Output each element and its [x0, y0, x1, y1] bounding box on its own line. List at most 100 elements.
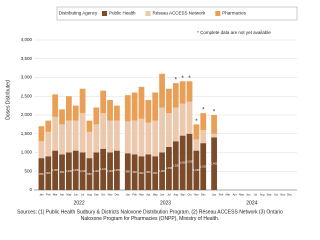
value-label: 850 [39, 172, 44, 176]
x-tick-label: May [66, 193, 72, 197]
value-label: 1,050 [72, 168, 79, 172]
bar-segment [65, 152, 72, 190]
bar-segment [114, 120, 120, 151]
legend-swatch [145, 11, 151, 16]
source: Sources: (1) Public Health Sudbury & Dis… [17, 209, 283, 215]
bar-segment [145, 122, 152, 155]
bar-segment [166, 113, 172, 147]
value-label: 1,500 [186, 160, 193, 164]
x-tick-label: Sep [180, 193, 185, 197]
y-tick-label: 1,000 [21, 150, 33, 155]
value-label: 1,000 [66, 169, 73, 173]
bar-segment [59, 124, 65, 155]
bar-segment [172, 107, 179, 142]
x-tick-label: May [239, 193, 245, 197]
legend-label: Pharmacies [222, 11, 247, 16]
value-label: 1,000 [79, 169, 86, 173]
bar-segment [159, 152, 165, 190]
incomplete-marker: * [181, 76, 184, 82]
bar-segment [159, 73, 165, 108]
y-tick-label: 0 [29, 187, 32, 192]
bar-segment [211, 137, 217, 190]
bar-segment [145, 154, 152, 190]
year-label: 2022 [74, 200, 85, 206]
note: * Complete data are not yet available [197, 30, 271, 35]
value-label: 1,150 [166, 166, 173, 170]
bar-segment [86, 131, 93, 159]
bar-segment [172, 141, 179, 190]
source: Naloxone Program for Pharmacies (ONPP), … [81, 216, 219, 222]
legend-swatch [102, 11, 107, 16]
bar-segment [159, 107, 165, 153]
x-tick-label: Aug [87, 193, 92, 197]
legend-label: Public Health [109, 11, 136, 16]
bar-segment [138, 86, 145, 119]
bar-segment [100, 90, 107, 114]
x-tick-label: Jun [74, 193, 79, 197]
bar-segment [145, 100, 152, 123]
bar-segment [186, 133, 193, 190]
x-tick-label: Feb [46, 193, 51, 197]
bar-segment [200, 113, 207, 130]
legend-label: Réseau ACCESS Network [153, 11, 207, 16]
x-tick-label: Nov [280, 193, 285, 197]
bar-segment [186, 81, 193, 102]
bar-segment [114, 105, 120, 121]
x-tick-label: Oct [274, 193, 278, 197]
bar-segment [79, 113, 86, 153]
bar-segment [152, 156, 159, 190]
bar-segment [52, 116, 59, 151]
x-tick-label: Oct [187, 193, 191, 197]
bar-segment [200, 143, 207, 190]
bar-segment [38, 126, 45, 142]
x-tick-label: Dec [115, 193, 120, 197]
bar-segment [179, 81, 186, 104]
x-tick-label: Aug [260, 193, 265, 197]
y-tick-label: 1,500 [21, 131, 33, 136]
year-label: 2023 [160, 200, 171, 206]
value-label: 1,400 [211, 161, 218, 165]
x-tick-label: Apr [146, 193, 150, 197]
bar-segment [59, 109, 65, 125]
value-label: 1,050 [193, 168, 200, 172]
bar-segment [193, 150, 200, 190]
x-tick-label: Jan [212, 193, 217, 197]
bar-segment [172, 83, 179, 108]
value-label: 900 [46, 171, 51, 175]
bar-segment [107, 120, 113, 153]
bar-segment [38, 141, 45, 159]
bar-segment [72, 150, 79, 190]
incomplete-marker: * [213, 110, 216, 116]
bar-segment [131, 120, 138, 155]
bar-segment [107, 152, 113, 190]
x-tick-label: Sep [267, 193, 272, 197]
y-tick-label: 500 [24, 168, 32, 173]
bar-segment [59, 154, 65, 190]
value-label: 1,000 [93, 169, 100, 173]
bar-segment [166, 88, 172, 114]
x-tick-label: Aug [173, 193, 178, 197]
bar-segment [152, 120, 159, 157]
bar-segment [65, 96, 72, 121]
value-label: 1,250 [200, 164, 207, 168]
x-tick-label: Jan [126, 193, 131, 197]
bar-segment [193, 124, 200, 140]
bar-segment [138, 118, 145, 157]
x-tick-label: Feb [132, 193, 137, 197]
bar-segment [138, 156, 145, 190]
bar-segment [86, 158, 93, 190]
bar-segment [114, 150, 120, 190]
y-tick-label: 2,000 [21, 112, 33, 117]
x-tick-label: Jul [254, 193, 258, 197]
incomplete-marker: * [202, 108, 205, 114]
value-label: 980 [126, 169, 131, 173]
y-tick-label: 3,000 [21, 75, 33, 80]
bar-segment [38, 158, 45, 190]
x-tick-label: May [153, 193, 159, 197]
x-tick-label: Mar [226, 193, 231, 197]
value-label: 1,050 [52, 168, 59, 172]
x-tick-label: Nov [194, 193, 199, 197]
x-tick-label: Feb [219, 193, 224, 197]
value-label: 1,100 [100, 167, 107, 171]
bar-segment [45, 131, 52, 157]
